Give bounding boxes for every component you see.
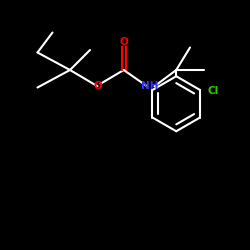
Text: O: O	[93, 81, 102, 91]
Text: O: O	[120, 38, 128, 48]
Text: NH: NH	[141, 81, 159, 91]
Text: Cl: Cl	[207, 86, 218, 96]
